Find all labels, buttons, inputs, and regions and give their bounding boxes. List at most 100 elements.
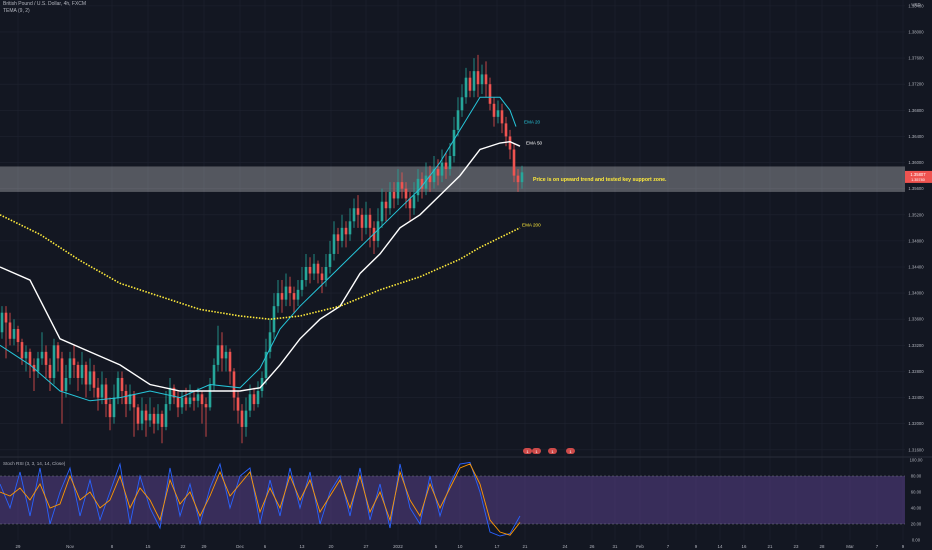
event-marker[interactable]: 1 xyxy=(566,448,575,454)
time-tick-label: 2022 xyxy=(393,544,403,549)
stoch-tick-label: 0.00 xyxy=(912,538,921,543)
time-tick-label: 31 xyxy=(613,544,618,549)
time-tick-label: 8 xyxy=(111,544,114,549)
candle-down xyxy=(144,410,148,421)
event-marker-label: 1 xyxy=(551,449,554,454)
time-tick-label: 9 xyxy=(695,544,698,549)
time-tick-label: 29 xyxy=(16,544,21,549)
event-marker-bg xyxy=(523,448,532,454)
symbol-title: British Pound / U.S. Dollar, 4h, FXCM xyxy=(3,1,87,7)
price-tick-label: 1.33600 xyxy=(908,317,924,322)
candle-down xyxy=(160,413,164,427)
event-marker[interactable]: 1 xyxy=(548,448,557,454)
candle-down xyxy=(8,322,12,339)
event-marker[interactable]: 1 xyxy=(532,448,541,454)
stoch-line-k xyxy=(0,461,521,537)
candle-down xyxy=(444,162,448,170)
candle-down xyxy=(392,191,396,199)
candle-up xyxy=(340,227,344,241)
candle-up xyxy=(64,377,68,392)
stoch-title: Stoch RSI (3, 3, 14, 14, Close) xyxy=(3,461,66,466)
candle-down xyxy=(484,74,488,85)
time-tick-label: Feb xyxy=(636,544,644,549)
candle-down xyxy=(516,175,520,183)
event-marker[interactable]: 1 xyxy=(523,448,532,454)
indicator-legend[interactable]: TEMA (9, 2) xyxy=(3,8,30,14)
price-tick-label: 1.34400 xyxy=(908,264,924,269)
currency-label: USD xyxy=(911,2,920,7)
candle-up xyxy=(472,71,476,91)
candle-down xyxy=(120,377,124,392)
candle-down xyxy=(508,136,512,150)
candle-up xyxy=(284,286,288,300)
time-tick-label: 21 xyxy=(523,544,528,549)
candle-down xyxy=(492,103,496,117)
time-axis: 29 Nov 8 15 22 29 Dec 6 13 20 27 2022 5 10 17 21 24 26 31 F… xyxy=(16,544,905,549)
candle-up xyxy=(140,410,144,424)
time-tick-label: 29 xyxy=(202,544,207,549)
candle-up xyxy=(148,413,152,421)
price-tick-label: 1.32000 xyxy=(908,421,924,426)
candle-up xyxy=(300,280,304,290)
candle-up xyxy=(388,191,392,209)
candle-down xyxy=(500,110,504,124)
price-tick-label: 1.36000 xyxy=(908,160,924,165)
time-tick-label: 7 xyxy=(876,544,879,549)
candle-down xyxy=(56,345,60,359)
ema-line-ema50 xyxy=(0,140,521,392)
candle-up xyxy=(432,169,436,183)
candle-down xyxy=(192,397,196,401)
candle-up xyxy=(364,214,368,228)
candles xyxy=(0,54,524,444)
time-tick-label: 14 xyxy=(718,544,723,549)
candle-up xyxy=(348,221,352,235)
price-tick-label: 1.35200 xyxy=(908,212,924,217)
candle-down xyxy=(184,397,188,405)
candle-down xyxy=(72,358,76,365)
candle-down xyxy=(96,387,100,398)
candle-down xyxy=(84,364,88,385)
price-tick-label: 1.36400 xyxy=(908,134,924,139)
price-tick-label: 1.38000 xyxy=(908,29,924,34)
candle-down xyxy=(428,175,432,183)
candle-up xyxy=(328,253,332,267)
time-tick-label: Nov xyxy=(66,544,75,549)
candle-down xyxy=(288,286,292,294)
candle-up xyxy=(380,201,384,222)
candle-down xyxy=(408,198,412,209)
price-tick-label: 1.34000 xyxy=(908,291,924,296)
time-tick-label: 27 xyxy=(364,544,369,549)
candle-up xyxy=(180,397,184,408)
price-tick-label: 1.36800 xyxy=(908,108,924,113)
candle-up xyxy=(224,351,228,359)
support-zone xyxy=(0,166,905,192)
candle-up xyxy=(440,162,444,176)
candle-down xyxy=(48,364,52,378)
candle-down xyxy=(152,413,156,424)
candle-up xyxy=(68,358,72,378)
candle-up xyxy=(480,74,484,85)
candle-up xyxy=(244,410,248,427)
time-tick-label: 24 xyxy=(563,544,568,549)
candle-down xyxy=(336,234,340,241)
time-tick-label: 9 xyxy=(902,544,905,549)
time-tick-label: 20 xyxy=(329,544,334,549)
stoch-tick-label: 40.00 xyxy=(911,506,922,511)
last-price-sublabel: 1.35780 xyxy=(911,178,925,182)
candle-up xyxy=(164,404,168,427)
price-tick-label: 1.37200 xyxy=(908,82,924,87)
candle-down xyxy=(384,201,388,209)
candle-down xyxy=(60,358,64,392)
candle-down xyxy=(320,273,324,281)
candle-down xyxy=(4,312,8,323)
time-tick-label: 5 xyxy=(435,544,438,549)
candle-down xyxy=(16,329,20,343)
candle-up xyxy=(36,358,40,372)
candle-up xyxy=(452,129,456,157)
candle-down xyxy=(400,182,404,189)
candle-up xyxy=(188,397,192,405)
time-tick-label: Dec xyxy=(236,544,245,549)
candle-down xyxy=(360,214,364,228)
